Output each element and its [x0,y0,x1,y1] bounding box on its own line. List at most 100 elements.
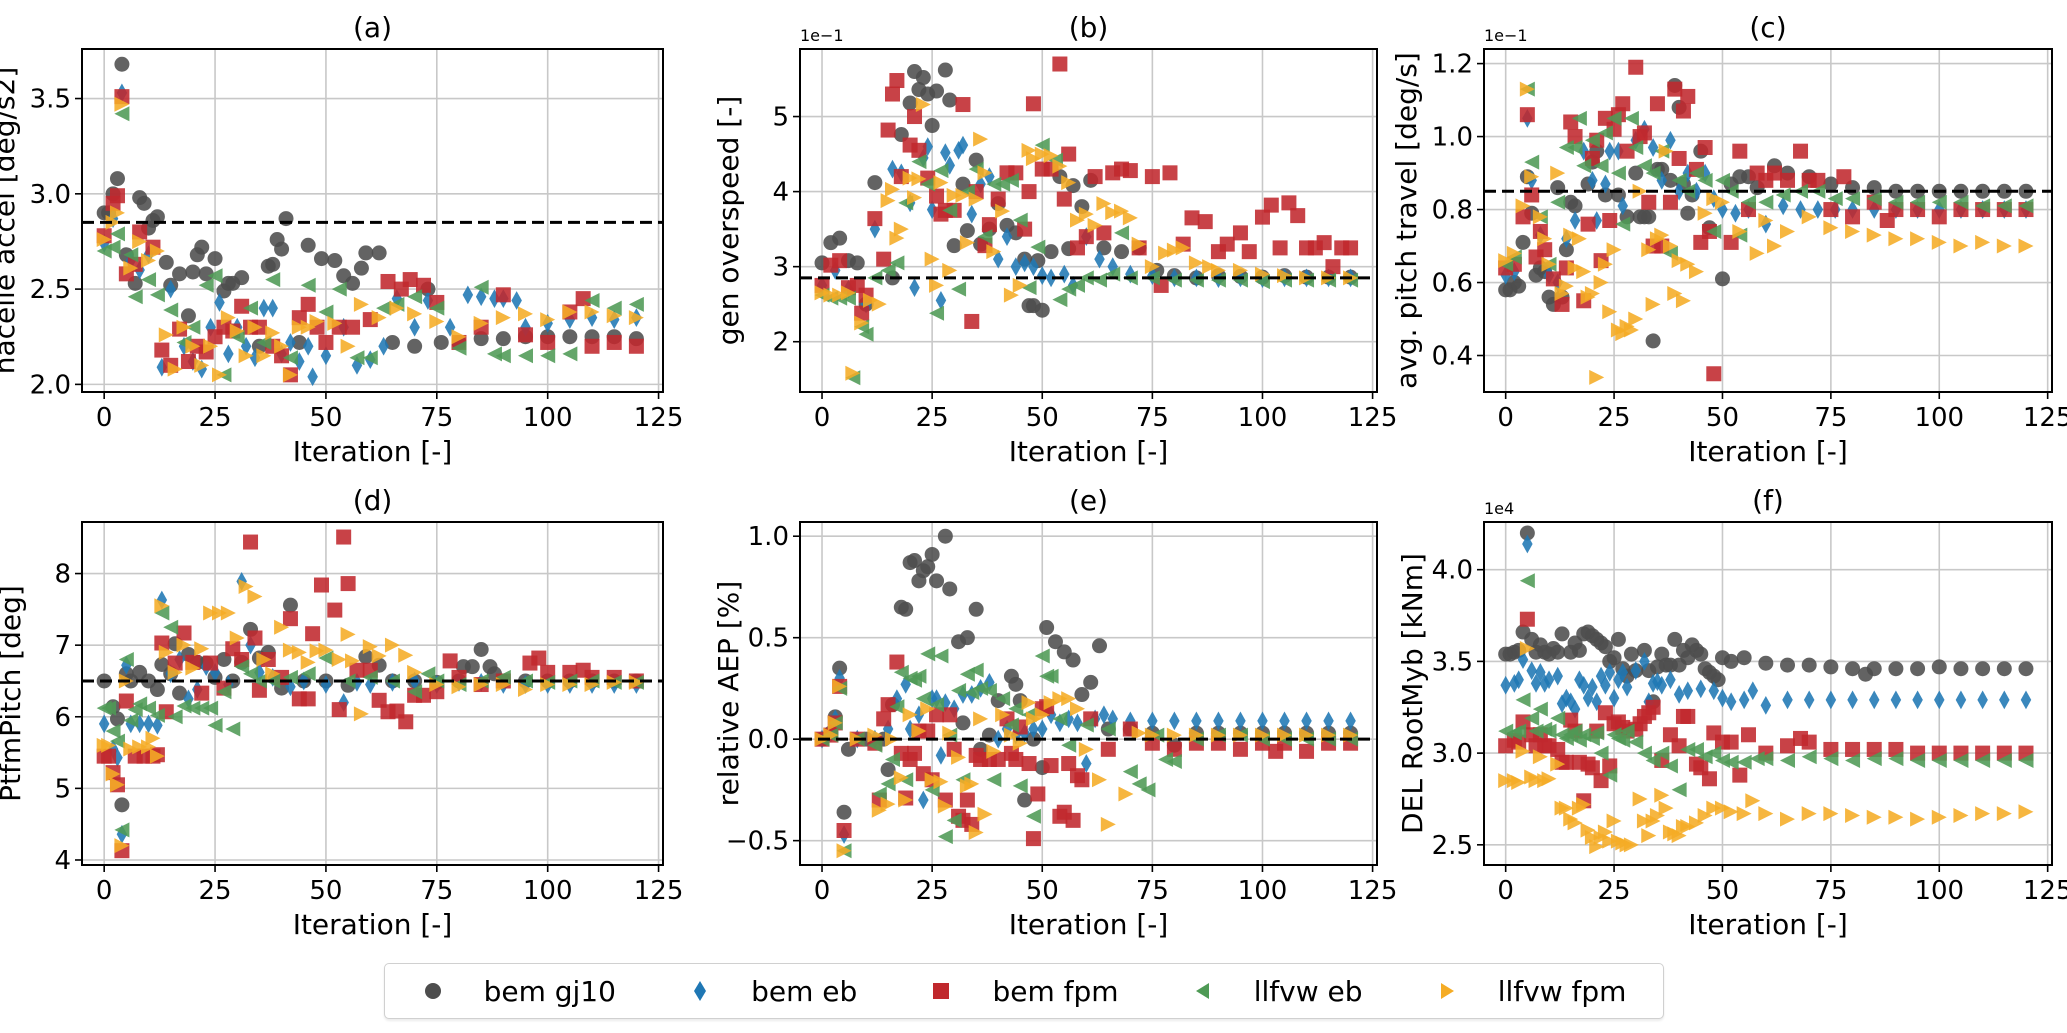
x-tick-label: 25 [199,876,232,906]
data-point [300,277,316,293]
data-point [211,367,227,383]
data-point [211,605,227,621]
data-point [518,306,534,322]
data-point [223,344,234,364]
data-point [1714,194,1730,210]
data-point [1615,96,1631,112]
data-point [247,588,263,604]
data-point [1213,711,1224,731]
data-point [920,646,936,662]
data-point [1169,711,1180,731]
data-point [1524,154,1540,170]
legend-item-llfvw-eb: llfvw eb [1192,975,1363,1008]
y-tick-label: 3.5 [30,85,71,115]
data-point [1610,631,1626,647]
data-point [968,662,984,678]
data-point [584,304,600,320]
data-point [274,338,290,354]
axis-offset-label: 1e−1 [800,26,844,45]
data-point [964,776,980,792]
data-point [243,534,259,550]
data-point [1098,705,1110,725]
data-point [1714,752,1730,768]
data-point [1996,752,2012,768]
data-point [1632,183,1648,199]
data-point [384,637,400,653]
data-point [1061,146,1077,162]
data-point [1118,786,1134,802]
data-point [152,715,163,735]
data-point [194,357,210,373]
data-point [1277,727,1293,743]
data-point [1563,227,1579,243]
data-point [880,796,896,812]
data-point [909,278,920,298]
series-bem-gj10 [1498,525,2034,710]
data-point [1975,806,1991,822]
data-point [1827,191,1843,207]
data-point [158,254,174,270]
data-point [1630,661,1642,680]
data-point [2018,198,2034,214]
data-point [995,707,1011,723]
data-point [920,723,936,739]
y-axis-label: DEL RootMyb [kNm] [1396,553,1429,834]
data-point [929,188,945,204]
data-point [265,256,281,272]
data-point [1888,231,1904,247]
legend-item-llfvw-fpm: llfvw fpm [1436,975,1626,1008]
data-point [1003,172,1019,188]
data-point [1532,209,1548,225]
data-point [1012,277,1028,293]
subplot-e: 0 25 50 75 100 125 −0.5 0.0 0.5 1.0 (e) Iteration [… [712,484,1397,941]
data-point [1767,238,1783,254]
data-point [1263,197,1279,213]
data-point [940,143,951,162]
data-point [1910,194,1926,210]
circle-marker-icon [424,983,441,999]
data-point [973,711,989,727]
data-point [1888,661,1904,677]
data-point [247,319,263,335]
data-point [282,642,298,658]
data-point [1571,231,1587,247]
data-point [911,142,927,158]
data-point [1526,661,1537,680]
data-point [1056,191,1072,207]
data-point [167,709,183,725]
data-point [1254,209,1270,225]
data-point [1758,194,1774,210]
data-point [1780,752,1796,768]
data-point [1131,725,1147,741]
data-point [1866,227,1882,243]
data-point [1034,137,1050,153]
subplot-title: (a) [353,11,392,44]
data-point [291,644,307,660]
data-point [1131,236,1147,252]
data-point [1723,183,1739,199]
data-point [1780,657,1796,673]
data-point [409,317,420,337]
data-point [1671,782,1687,798]
data-point [1144,259,1160,275]
data-point [898,601,914,617]
data-point [1083,674,1099,690]
data-point [114,822,130,838]
data-point [920,176,936,192]
data-point [1680,708,1696,724]
data-point [300,691,316,707]
data-point [114,838,130,854]
data-point [1519,525,1535,541]
data-point [172,266,188,282]
data-point [1610,165,1626,181]
x-tick-label: 25 [1598,876,1631,906]
data-point [1812,200,1824,219]
data-point [1580,822,1596,838]
data-point [1552,666,1563,686]
data-point [1888,183,1904,199]
data-point [1550,756,1566,772]
x-axis-label: Iteration [-] [1688,435,1848,468]
data-point [893,221,909,237]
data-point [1052,711,1068,727]
data-point [1524,710,1540,726]
